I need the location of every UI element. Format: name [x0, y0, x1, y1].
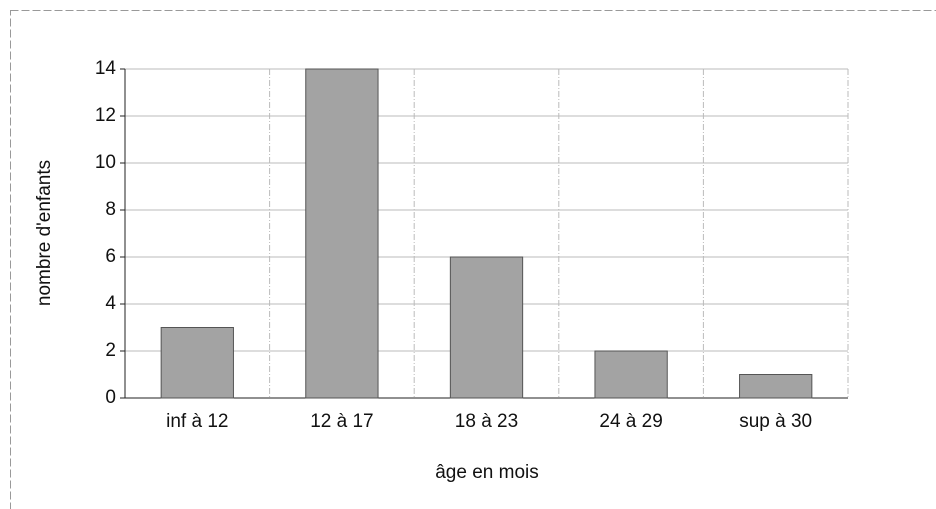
x-tick-label: 24 à 29 — [599, 411, 662, 432]
x-tick-label: 18 à 23 — [455, 411, 518, 432]
y-axis-label: nombre d'enfants — [34, 160, 55, 306]
bar — [449, 256, 524, 399]
y-tick-label: 8 — [105, 199, 116, 220]
x-tick-label: 12 à 17 — [310, 411, 373, 432]
bar — [305, 68, 379, 399]
chart-frame — [10, 10, 936, 509]
bar — [594, 350, 668, 399]
bar — [739, 374, 813, 399]
y-tick-label: 10 — [95, 152, 116, 173]
bar — [160, 327, 234, 399]
y-tick-label: 4 — [105, 293, 116, 314]
x-axis-label: âge en mois — [435, 462, 539, 483]
y-tick-label: 0 — [105, 387, 116, 408]
y-tick-label: 14 — [95, 58, 117, 79]
x-tick-label: sup à 30 — [739, 411, 812, 432]
y-tick-label: 12 — [95, 105, 116, 126]
x-tick-label: inf à 12 — [166, 411, 228, 432]
y-tick-label: 2 — [105, 340, 116, 361]
y-tick-label: 6 — [105, 246, 116, 267]
